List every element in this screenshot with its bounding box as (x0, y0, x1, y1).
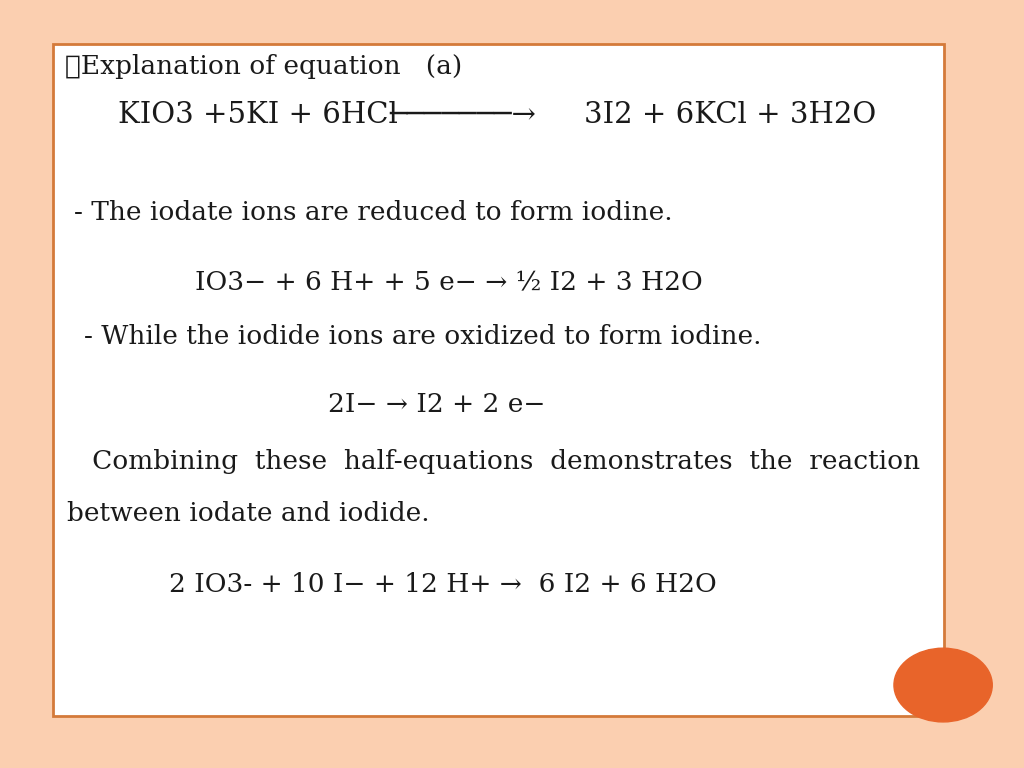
Text: Combining  these  half-equations  demonstrates  the  reaction: Combining these half-equations demonstra… (67, 449, 920, 475)
Text: - While the iodide ions are oxidized to form iodine.: - While the iodide ions are oxidized to … (84, 324, 762, 349)
Text: IO3− + 6 H+ + 5 e− → ½ I2 + 3 H2O: IO3− + 6 H+ + 5 e− → ½ I2 + 3 H2O (195, 270, 702, 296)
Text: 2 IO3- + 10 I− + 12 H+ →  6 I2 + 6 H2O: 2 IO3- + 10 I− + 12 H+ → 6 I2 + 6 H2O (169, 572, 717, 598)
Text: ───────→: ───────→ (389, 101, 536, 129)
FancyBboxPatch shape (53, 44, 944, 716)
Text: 2I− → I2 + 2 e−: 2I− → I2 + 2 e− (328, 392, 545, 417)
Text: 3I2 + 6KCl + 3H2O: 3I2 + 6KCl + 3H2O (584, 101, 876, 129)
Text: KIO3 +5KI + 6HCl: KIO3 +5KI + 6HCl (118, 101, 397, 129)
Text: between iodate and iodide.: between iodate and iodide. (67, 501, 429, 526)
Text: ❖Explanation of equation   (a): ❖Explanation of equation (a) (65, 54, 462, 79)
Text: - The iodate ions are reduced to form iodine.: - The iodate ions are reduced to form io… (74, 200, 673, 225)
Circle shape (894, 648, 992, 722)
